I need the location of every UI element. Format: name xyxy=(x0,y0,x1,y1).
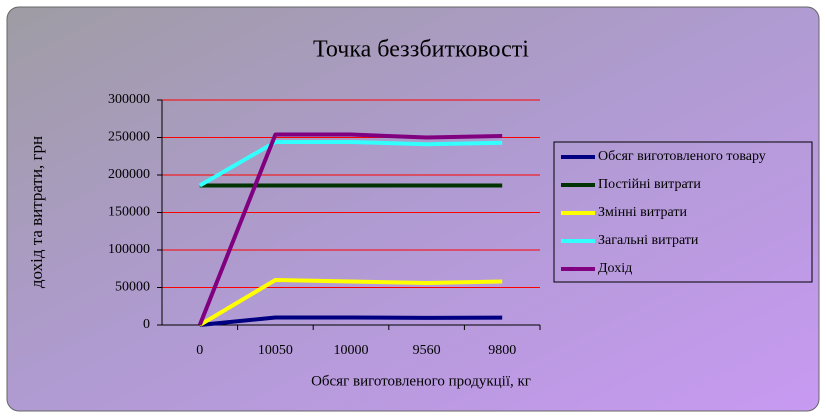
y-tick-label: 0 xyxy=(143,317,150,332)
x-tick-label: 10050 xyxy=(258,343,293,358)
x-tick-label: 9560 xyxy=(413,343,441,358)
x-tick-label: 9800 xyxy=(488,343,516,358)
y-tick-label: 150000 xyxy=(108,205,150,220)
x-tick-label: 10000 xyxy=(334,343,369,358)
chart-title: Точка беззбитковості xyxy=(313,37,529,63)
series-line xyxy=(197,132,503,326)
x-axis-label: Обсяг виготовленого продукції, кг xyxy=(311,373,531,389)
legend-label: Постійні витрати xyxy=(598,177,701,192)
y-tick-label: 200000 xyxy=(108,167,150,182)
y-tick-label: 50000 xyxy=(115,280,150,295)
y-tick-label: 300000 xyxy=(108,92,150,107)
y-tick-label: 250000 xyxy=(108,130,150,145)
legend-label: Дохід xyxy=(598,261,632,276)
y-tick-label: 100000 xyxy=(108,242,150,257)
series-line xyxy=(199,315,503,327)
legend-label: Загальні витрати xyxy=(598,233,699,248)
background xyxy=(6,6,820,412)
series-line xyxy=(198,140,503,188)
legend-label: Змінні витрати xyxy=(598,205,687,220)
x-tick-label: 0 xyxy=(196,343,203,358)
legend-box xyxy=(553,141,813,283)
y-axis-label: дохід та витрати, грн xyxy=(27,136,46,288)
legend-label: Обсяг виготовленого товару xyxy=(598,149,766,164)
series-line xyxy=(198,278,503,327)
